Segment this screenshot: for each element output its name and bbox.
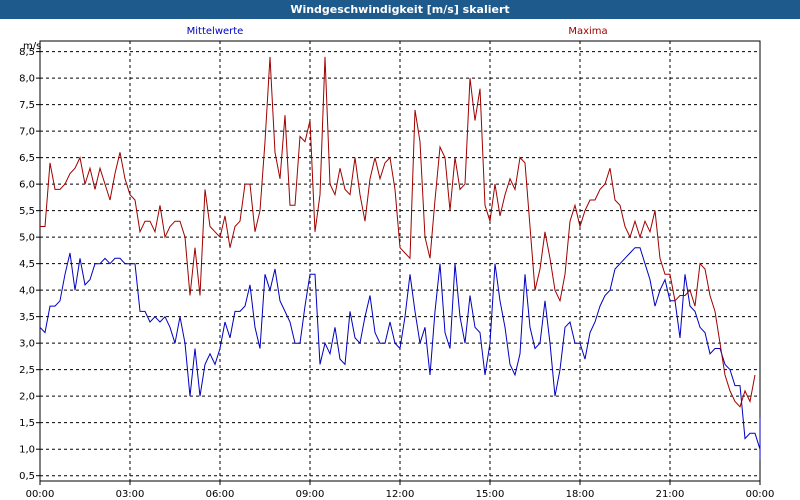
x-tick-time: 00:00	[26, 489, 55, 500]
y-axis-label: m/s	[23, 41, 41, 52]
x-tick-time: 00:00	[746, 489, 775, 500]
y-axis: 0,5 1,0 1,5 2,0 2,5 3,0 3,5 4,0 4,5 5,0 5,5 6,0 6,5 7…	[19, 47, 40, 482]
y-tick-label: 5,5	[19, 206, 35, 217]
legend-maxima: Maxima	[568, 26, 607, 37]
series-line-maxima	[40, 56, 756, 408]
series-lines	[39, 56, 761, 460]
chart-title: Windgeschwindigkeit [m/s] skaliert	[0, 0, 800, 19]
y-tick-label: 8,0	[19, 74, 35, 85]
x-tick-time: 18:00	[566, 489, 595, 500]
x-tick-time: 21:00	[656, 489, 685, 500]
y-tick-label: 3,5	[19, 312, 35, 323]
y-tick-label: 6,0	[19, 180, 35, 191]
y-tick-label: 7,0	[19, 127, 35, 138]
y-tick-label: 2,0	[19, 392, 35, 403]
y-tick-label: 7,5	[19, 100, 35, 111]
grid-lines	[40, 41, 760, 481]
y-tick-label: 1,0	[19, 445, 35, 456]
x-axis: 00:0020.09.2203:0020.09.2206:0020.09.220…	[26, 481, 775, 500]
y-tick-label: 4,5	[19, 259, 35, 270]
x-tick-time: 03:00	[116, 489, 145, 500]
x-tick-time: 09:00	[296, 489, 325, 500]
y-tick-label: 3,0	[19, 339, 35, 350]
wind-speed-chart: 0,5 1,0 1,5 2,0 2,5 3,0 3,5 4,0 4,5 5,0 5,5 6,0 6,5 7…	[19, 26, 775, 500]
y-tick-label: 6,5	[19, 153, 35, 164]
y-tick-label: 2,5	[19, 365, 35, 376]
x-tick-time: 15:00	[476, 489, 505, 500]
series-line-mittelwerte	[39, 247, 761, 460]
y-tick-label: 0,5	[19, 471, 35, 482]
y-tick-label: 5,0	[19, 233, 35, 244]
legend-mittelwerte: Mittelwerte	[187, 26, 244, 37]
y-tick-label: 1,5	[19, 418, 35, 429]
y-tick-label: 4,0	[19, 286, 35, 297]
x-tick-time: 06:00	[206, 489, 235, 500]
x-tick-time: 12:00	[386, 489, 415, 500]
y-tick-label: 8,5	[19, 47, 35, 58]
